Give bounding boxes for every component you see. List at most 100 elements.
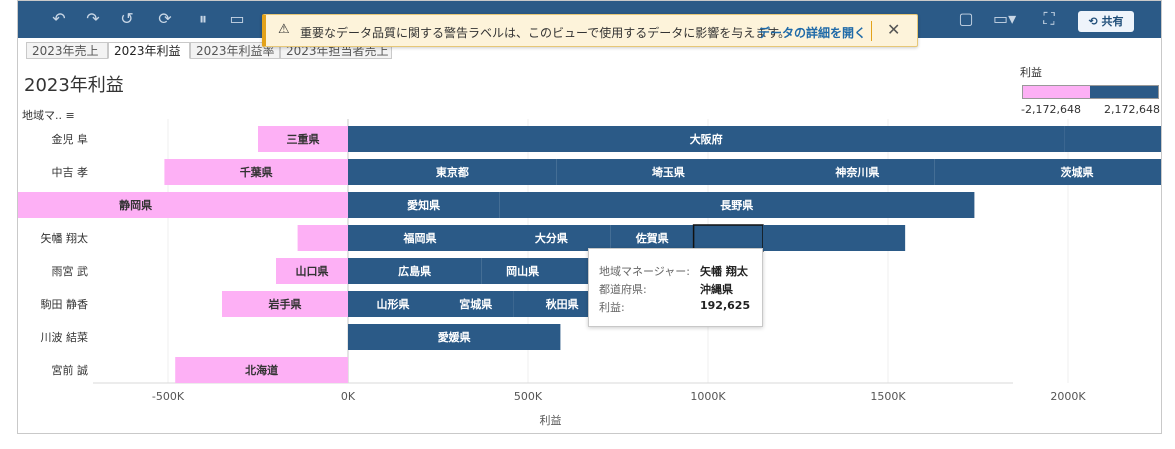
bar-segment-label: 福岡県 — [403, 231, 437, 245]
row-header[interactable]: 地域マ.. ≡ — [22, 107, 75, 123]
positive-bar-segment — [556, 159, 780, 185]
tooltip-prefecture-value: 沖縄県 — [700, 283, 733, 296]
negative-bar-segment — [258, 126, 348, 152]
bar-segment-label: 愛媛県 — [438, 330, 471, 344]
positive-bar-segment — [1064, 126, 1161, 152]
positive-bar-segment — [481, 258, 564, 284]
warning-message: 重要なデータ品質に関する警告ラベルは、このビューで使用するデータに影響を与えます… — [300, 26, 791, 40]
bar-segment-label: 佐賀県 — [635, 231, 669, 245]
tooltip-manager-label: 地域マネージャー: — [599, 265, 690, 278]
tooltip-profit-label: 利益: — [599, 301, 625, 314]
legend-title: 利益 — [1020, 66, 1042, 79]
bar-segment-label: 愛知県 — [407, 198, 440, 212]
tooltip-prefecture-label: 都道府県: — [599, 283, 647, 296]
row-header-label: 地域マ.. — [22, 109, 62, 122]
redo-icon[interactable]: ↷ — [86, 9, 100, 28]
positive-bar-segment — [492, 225, 611, 251]
row-manager-label: 中吉 孝 — [52, 166, 89, 179]
x-tick-label: 1500K — [870, 390, 906, 403]
x-tick-label: -500K — [152, 390, 185, 403]
close-icon[interactable]: ✕ — [887, 20, 901, 39]
positive-bar-segment — [762, 225, 906, 251]
positive-bar-segment — [348, 225, 492, 251]
bar-segment-label: 埼玉県 — [652, 165, 685, 179]
bar-segment-label: 北海道 — [245, 363, 278, 377]
positive-bar-segment — [348, 324, 561, 350]
bar-segment-label: 神奈川県 — [835, 165, 879, 179]
open-data-details-link[interactable]: データの詳細を開く — [758, 26, 867, 40]
bar-segment-label: 茨城県 — [1061, 165, 1094, 179]
undo-icon[interactable]: ↶ — [52, 9, 66, 28]
tooltip-profit-value: 192,625 — [700, 299, 751, 312]
bar-segment-label: 千葉県 — [240, 165, 273, 179]
bar-segment-label: 大阪府 — [690, 132, 723, 146]
positive-bar-segment — [780, 159, 935, 185]
legend-min-label: -2,172,648 — [1021, 103, 1081, 116]
fullscreen-icon[interactable]: ⛶ — [1043, 9, 1055, 28]
negative-bar-segment — [222, 291, 348, 317]
profit-bar-chart: -1000K-500K0K500K1000K1500K2000K2500K300… — [18, 119, 1161, 427]
bar-segment-label: 山形県 — [377, 297, 410, 311]
tab-profit[interactable]: 2023年利益 — [108, 42, 190, 59]
refresh-data-icon[interactable]: ⟳ — [158, 9, 172, 28]
bar-segment-label: 秋田県 — [546, 297, 579, 311]
chart-title: 2023年利益 — [24, 75, 124, 96]
bar-segment-label: 大分県 — [535, 231, 568, 245]
warning-icon: ⚠ — [278, 22, 290, 37]
positive-bar-segment — [438, 291, 514, 317]
bar-segment-label: 長野県 — [720, 199, 753, 212]
present-dropdown-icon[interactable]: ▭▾ — [993, 9, 1017, 28]
bar-segment-label: 岩手県 — [268, 297, 302, 311]
tooltip: 地域マネージャー: 矢幡 翔太 都道府県: 沖縄県 利益: 192,625 — [588, 248, 763, 327]
positive-bar-segment — [499, 192, 975, 218]
pause-updates-icon[interactable]: ⏸ — [198, 9, 207, 28]
bar-segment-label: 静岡県 — [119, 198, 152, 212]
positive-bar-segment — [348, 159, 557, 185]
row-manager-label: 矢幡 翔太 — [41, 231, 89, 245]
row-manager-label: 宮前 誠 — [52, 363, 89, 377]
sort-icon[interactable]: ≡ — [65, 109, 75, 122]
negative-bar-segment — [175, 357, 348, 383]
tooltip-manager-value: 矢幡 翔太 — [700, 265, 748, 278]
legend-negative-swatch — [1023, 86, 1090, 98]
view-dropdown-icon[interactable]: ▭ — [229, 9, 245, 28]
bar-segment-label: 広島県 — [398, 264, 431, 278]
negative-bar-segment — [18, 192, 348, 218]
legend-color-ramp — [1022, 85, 1159, 99]
positive-bar-segment — [348, 258, 482, 284]
x-tick-label: 0K — [341, 390, 356, 403]
negative-bar-segment — [164, 159, 348, 185]
banner-divider — [871, 21, 872, 41]
tab-profit-ratio[interactable]: 2023年利益率 — [190, 42, 280, 59]
positive-bar-segment — [934, 159, 1161, 185]
bar-segment-label: 宮城県 — [459, 297, 492, 311]
x-tick-label: 2000K — [1050, 390, 1086, 403]
row-manager-label: 金児 阜 — [52, 132, 89, 146]
legend-max-label: 2,172,648 — [1104, 103, 1160, 116]
bar-segment-label: 東京都 — [436, 165, 469, 179]
positive-bar-segment — [348, 291, 438, 317]
bar-segment-label: 岡山県 — [506, 264, 539, 278]
positive-bar-segment — [348, 192, 500, 218]
tab-sales[interactable]: 2023年売上 — [26, 42, 108, 59]
legend-positive-swatch — [1090, 86, 1158, 98]
share-button-label: 共有 — [1101, 15, 1124, 28]
positive-bar-segment — [348, 126, 1065, 152]
data-quality-warning-banner: ⚠ 重要なデータ品質に関する警告ラベルは、このビューで使用するデータに影響を与え… — [262, 14, 918, 47]
revert-icon[interactable]: ↺ — [120, 9, 134, 28]
share-button[interactable]: ⟲ 共有 — [1078, 11, 1134, 32]
x-axis-label: 利益 — [540, 413, 562, 427]
row-manager-label: 駒田 静香 — [41, 297, 89, 311]
negative-bar-segment — [276, 258, 348, 284]
bar-segment-label: 三重県 — [287, 132, 320, 146]
row-manager-label: 川波 結菜 — [41, 330, 89, 344]
comments-icon[interactable]: ▢ — [958, 9, 974, 28]
x-tick-label: 500K — [514, 390, 543, 403]
dashboard-frame: ↶ ↷ ↺ ⟳ ⏸ ▭ ▢ ▭▾ ⛶ ⟲ 共有 2023年売上 2023年利益 … — [17, 0, 1162, 434]
x-tick-label: 1000K — [690, 390, 726, 403]
positive-bar-segment — [692, 224, 764, 252]
bar-segment-label: 山口県 — [296, 264, 329, 278]
positive-bar-segment — [610, 225, 694, 251]
row-manager-label: 雨宮 武 — [52, 264, 89, 278]
negative-bar-segment — [297, 225, 348, 251]
